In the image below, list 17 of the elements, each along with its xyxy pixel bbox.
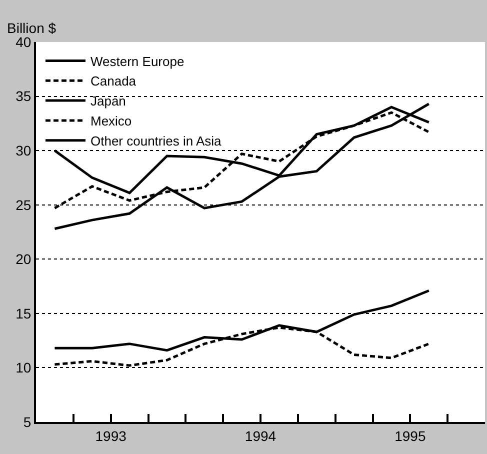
legend-label: Canada [90, 74, 137, 89]
y-tick-label: 15 [16, 305, 32, 322]
y-tick-label: 25 [16, 196, 32, 213]
y-axis-title: Billion $ [7, 20, 56, 36]
y-tick-label: 5 [23, 414, 32, 430]
legend-label: Western Europe [90, 54, 184, 69]
y-tick-label: 10 [16, 360, 32, 376]
y-tick-label: 35 [16, 88, 32, 104]
x-tick-label: 1995 [394, 428, 426, 444]
x-tick-label: 1993 [95, 428, 127, 444]
legend-label: Japan [90, 94, 126, 109]
y-tick-label: 30 [16, 142, 32, 158]
x-tick-label: 1994 [244, 428, 276, 444]
y-tick-label: 40 [16, 34, 32, 50]
legend-label: Other countries in Asia [90, 133, 222, 148]
y-tick-label: 20 [16, 251, 32, 268]
legend-label: Mexico [90, 114, 132, 129]
